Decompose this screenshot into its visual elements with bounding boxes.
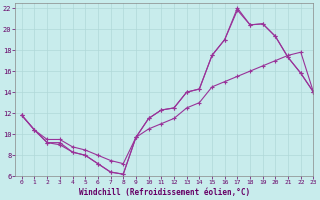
X-axis label: Windchill (Refroidissement éolien,°C): Windchill (Refroidissement éolien,°C) xyxy=(79,188,250,197)
